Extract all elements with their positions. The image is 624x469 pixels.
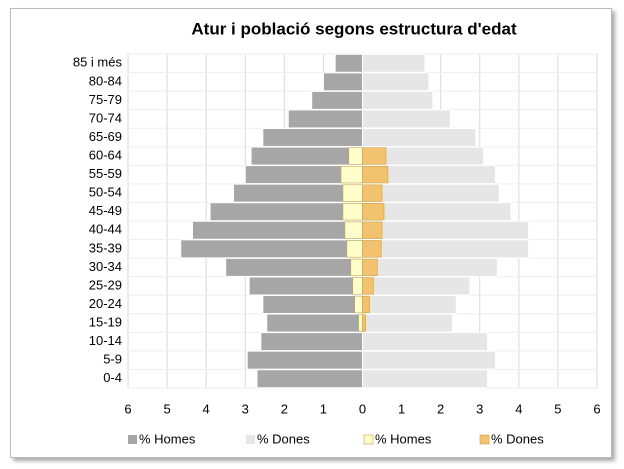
unemployment-bar (362, 240, 382, 258)
y-tick-label: 45-49 (89, 203, 122, 218)
y-tick-label: 65-69 (89, 129, 122, 144)
population-bar (334, 53, 363, 73)
x-tick-label: 3 (476, 401, 483, 416)
unemployment-bar (358, 314, 363, 332)
population-bar (250, 146, 363, 166)
population-bar (362, 90, 434, 110)
population-bar (362, 72, 430, 92)
population-bar (362, 128, 477, 147)
x-tick-label: 6 (124, 401, 131, 416)
population-bar (287, 109, 363, 129)
y-tick-label: 30-34 (89, 259, 122, 274)
y-tick-label: 20-24 (89, 296, 122, 311)
population-bar (322, 72, 363, 92)
unemployment-bar (340, 165, 363, 184)
legend-label: % Homes (139, 431, 196, 446)
x-tick-label: 2 (281, 401, 288, 416)
unemployment-bar (346, 240, 363, 258)
population-bar (225, 257, 363, 277)
y-tick-label: 55-59 (89, 166, 122, 181)
x-tick-label: 4 (203, 401, 210, 416)
unemployment-bar (344, 221, 363, 239)
legend-label: % Homes (375, 431, 432, 446)
unemployment-bar (342, 203, 363, 221)
x-tick-label: 4 (515, 401, 522, 416)
population-bar (362, 332, 489, 352)
unemployment-bar (362, 165, 389, 184)
population-bar (266, 313, 363, 333)
x-tick-label: 5 (163, 401, 170, 416)
population-bar (256, 369, 364, 389)
unemployment-bar (362, 184, 383, 202)
y-tick-label: 40-44 (89, 222, 122, 237)
population-bar (180, 239, 363, 259)
unemployment-bar (362, 203, 385, 221)
legend-swatch (246, 435, 255, 444)
y-tick-label: 60-64 (89, 147, 122, 162)
unemployment-bar (352, 277, 363, 295)
y-tick-label: 35-39 (89, 240, 122, 255)
population-bar (362, 257, 498, 277)
x-tick-label: 1 (398, 401, 405, 416)
population-bar (362, 202, 512, 222)
population-bar (248, 276, 364, 296)
population-bar (362, 369, 489, 389)
population-bar (362, 295, 457, 314)
unemployment-bar (362, 147, 387, 165)
unemployment-bar (350, 258, 363, 277)
x-tick-label: 2 (437, 401, 444, 416)
x-tick-label: 5 (554, 401, 561, 416)
x-tick-label: 6 (593, 401, 600, 416)
x-tick-label: 1 (320, 401, 327, 416)
unemployment-bar (362, 277, 374, 295)
population-bar (362, 109, 451, 129)
y-tick-label: 75-79 (89, 92, 122, 107)
y-tick-label: 85 i més (73, 55, 123, 70)
population-bar (209, 202, 363, 222)
legend-swatch (128, 435, 137, 444)
population-bar (362, 313, 453, 333)
population-bar (362, 183, 500, 203)
legend-label: % Dones (491, 431, 544, 446)
population-bar (362, 350, 496, 370)
y-tick-label: 0-4 (103, 370, 122, 385)
unemployment-bar (342, 184, 363, 202)
population-bar (191, 220, 363, 240)
y-tick-label: 50-54 (89, 185, 122, 200)
y-tick-label: 5-9 (103, 352, 122, 367)
legend-swatch (479, 434, 490, 445)
population-bar (246, 350, 363, 370)
legend-label: % Dones (257, 431, 310, 446)
population-bar (260, 332, 363, 352)
unemployment-bar (362, 258, 378, 277)
chart-title: Atur i població segons estructura d'edat (191, 19, 517, 38)
y-tick-label: 10-14 (89, 333, 122, 348)
unemployment-bar (348, 147, 363, 165)
y-tick-label: 25-29 (89, 277, 122, 292)
population-bar (362, 276, 471, 296)
y-tick-label: 15-19 (89, 314, 122, 329)
population-bar (362, 239, 530, 259)
y-tick-label: 70-74 (89, 110, 122, 125)
unemployment-bar (362, 314, 366, 332)
x-tick-label: 3 (242, 401, 249, 416)
population-bar (362, 53, 426, 73)
population-bar (362, 220, 530, 240)
unemployment-bar (354, 295, 363, 314)
legend-swatch (363, 434, 374, 445)
population-bar (262, 295, 363, 314)
y-tick-label: 80-84 (89, 73, 122, 88)
unemployment-bar (362, 221, 383, 239)
population-bar (262, 128, 363, 147)
unemployment-bar (362, 295, 370, 314)
population-bar (311, 90, 364, 110)
x-tick-label: 0 (359, 401, 366, 416)
